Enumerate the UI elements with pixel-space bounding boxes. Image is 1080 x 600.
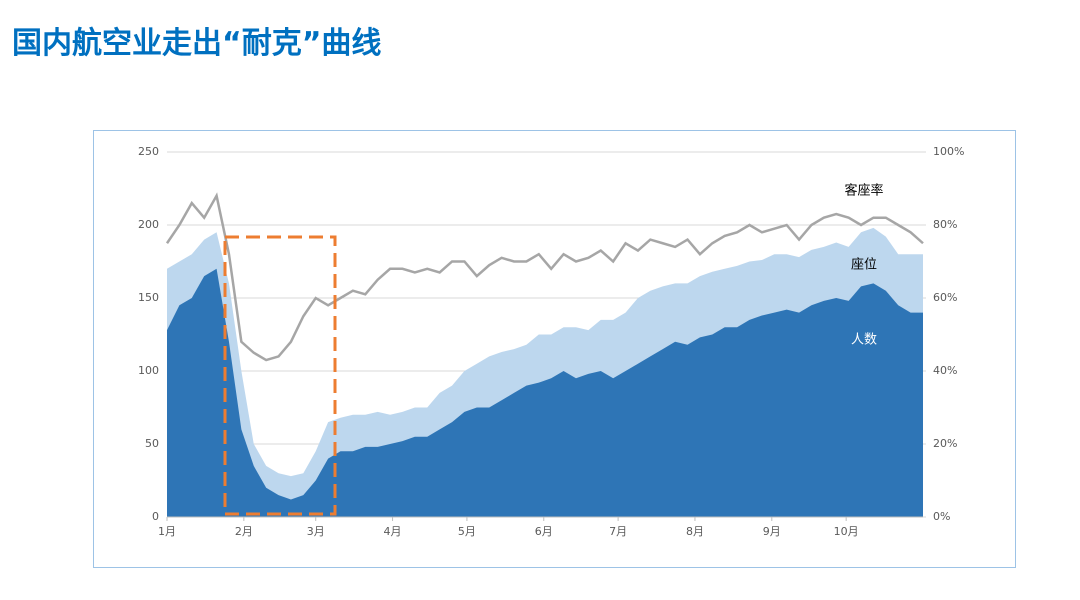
y2-tick-label: 20% bbox=[933, 437, 957, 450]
x-tick-label: 7月 bbox=[609, 525, 627, 538]
x-tick-label: 5月 bbox=[458, 525, 476, 538]
series-label: 座位 bbox=[851, 258, 877, 273]
chart-frame bbox=[93, 130, 1016, 568]
series-label: 客座率 bbox=[844, 183, 883, 199]
y2-tick-label: 80% bbox=[933, 218, 957, 231]
y-tick-label: 200 bbox=[138, 218, 159, 231]
highlight-box bbox=[223, 235, 337, 516]
area bbox=[167, 268, 923, 517]
y2-tick-label: 0% bbox=[933, 510, 950, 523]
y2-tick-label: 60% bbox=[933, 291, 957, 304]
y-tick-label: 50 bbox=[145, 437, 159, 450]
y-tick-label: 250 bbox=[138, 145, 159, 158]
y-tick-label: 0 bbox=[152, 510, 159, 523]
line bbox=[165, 192, 924, 362]
x-tick-label: 9月 bbox=[763, 525, 781, 538]
x-tick-label: 6月 bbox=[535, 525, 553, 538]
y-tick-label: 100 bbox=[138, 364, 159, 377]
x-tick-label: 2月 bbox=[235, 525, 253, 538]
y2-tick-label: 40% bbox=[933, 364, 957, 377]
x-tick-label: 4月 bbox=[384, 525, 402, 538]
page-title: 国内航空业走出“耐克”曲线 bbox=[12, 26, 382, 61]
x-tick-label: 10月 bbox=[834, 525, 859, 538]
x-tick-label: 1月 bbox=[158, 525, 176, 538]
x-tick-label: 8月 bbox=[686, 525, 704, 538]
series-label: 人数 bbox=[851, 333, 877, 348]
x-tick-label: 3月 bbox=[307, 525, 325, 538]
y-tick-label: 150 bbox=[138, 291, 159, 304]
y2-tick-label: 100% bbox=[933, 145, 964, 158]
